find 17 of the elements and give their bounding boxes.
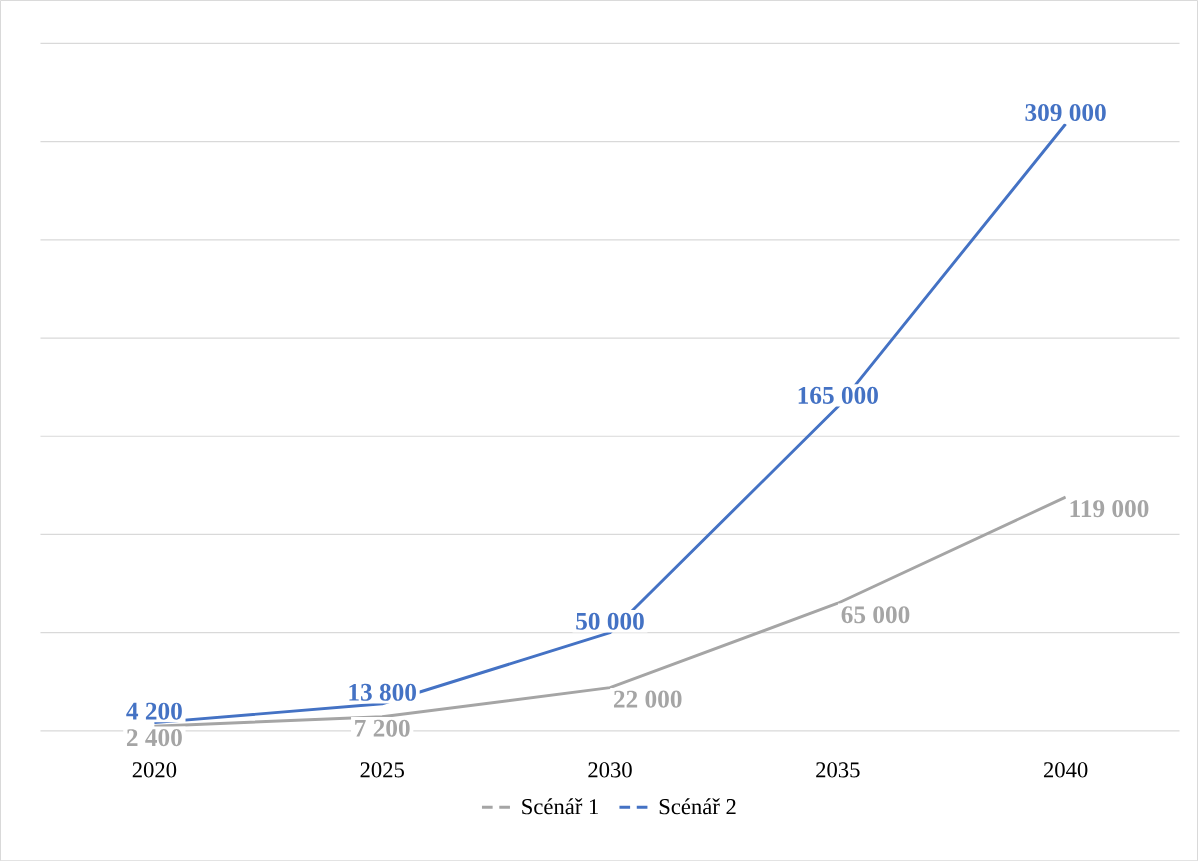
data-label: 13 800: [349, 683, 416, 701]
x-tick-label: 2035: [816, 762, 860, 778]
data-label: 119 000: [1070, 499, 1149, 518]
data-label: 65 000: [841, 606, 910, 624]
legend-label: Scénář 1: [522, 798, 598, 815]
data-label: 4 200: [126, 702, 182, 720]
data-label: 22 000: [613, 690, 682, 708]
data-label: 7 200: [355, 719, 410, 737]
x-tick-label: 2020: [132, 762, 177, 778]
data-label: 2 400: [126, 728, 182, 747]
x-tick-label: 2030: [588, 762, 632, 778]
data-label: 309 000: [1025, 103, 1106, 121]
data-label: 165 000: [798, 386, 878, 404]
data-label: 50 000: [576, 612, 644, 630]
legend-label: Scénář 2: [659, 798, 736, 815]
x-tick-label: 2040: [1043, 762, 1088, 778]
x-tick-label: 2025: [360, 762, 404, 778]
